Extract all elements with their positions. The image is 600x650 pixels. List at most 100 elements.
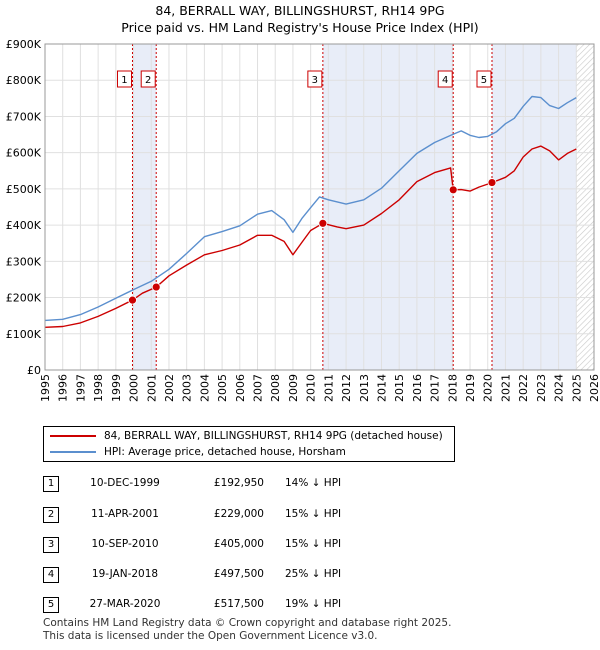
sale-label: 2	[140, 70, 156, 88]
legend-swatch-property	[50, 435, 96, 437]
legend-label-hpi: HPI: Average price, detached house, Hors…	[104, 446, 346, 458]
transaction-price: £405,000	[213, 538, 264, 550]
legend-item-property: 84, BERRALL WAY, BILLINGSHURST, RH14 9PG…	[44, 428, 443, 444]
x-tick-label: 2002	[163, 374, 176, 402]
x-tick-label: 2014	[375, 374, 388, 402]
y-tick-label: £800K	[6, 74, 42, 87]
sale-point	[128, 295, 137, 305]
y-tick-label: £100K	[6, 328, 42, 341]
x-tick-label: 2021	[499, 374, 512, 402]
transaction-hpi: 14% ↓ HPI	[285, 477, 342, 489]
sale-label-text: 1	[121, 75, 127, 86]
x-tick-label: 2004	[198, 374, 211, 402]
legend-item-hpi: HPI: Average price, detached house, Hors…	[44, 444, 346, 460]
sale-label-text: 4	[442, 75, 448, 86]
transaction-row: 3 10-SEP-2010 £405,000 15% ↓ HPI	[0, 537, 600, 555]
footer-copyright: Contains HM Land Registry data © Crown c…	[43, 617, 452, 629]
sale-label-box	[437, 70, 453, 88]
y-tick-label: £500K	[6, 183, 42, 196]
x-tick-label: 2005	[216, 374, 229, 402]
transaction-price: £517,500	[213, 598, 264, 610]
ownership-shade	[491, 44, 577, 370]
transaction-number: 4	[43, 567, 59, 583]
sale-point	[448, 185, 458, 195]
x-tick-label: 2024	[553, 374, 566, 402]
transaction-number: 3	[43, 537, 59, 553]
sale-label: 5	[476, 70, 492, 88]
x-tick-label: 2026	[588, 374, 600, 402]
x-tick-label: 2022	[517, 374, 530, 402]
sale-label: 1	[116, 70, 132, 88]
transaction-number: 5	[43, 597, 59, 613]
price-chart: 1 2 3 4 5 £0 £100K £200K £300K £400K £500K £600K £70…	[6, 38, 600, 402]
hpi-line	[44, 95, 577, 322]
y-tick-label: £0	[27, 364, 41, 377]
y-tick-label: £300K	[6, 255, 42, 268]
transaction-date: 10-DEC-1999	[90, 477, 160, 489]
x-tick-label: 1996	[57, 374, 70, 402]
y-tick-label: £600K	[6, 147, 42, 160]
future-region	[576, 44, 594, 370]
x-tick-label: 1998	[92, 374, 105, 402]
transaction-date: 10-SEP-2010	[91, 538, 159, 550]
x-tick-label: 2013	[358, 374, 371, 402]
transaction-hpi: 19% ↓ HPI	[285, 598, 342, 610]
sale-label-box	[307, 70, 323, 88]
sale-label-box	[476, 70, 492, 88]
transaction-price: £229,000	[213, 508, 264, 520]
legend: 84, BERRALL WAY, BILLINGSHURST, RH14 9PG…	[43, 426, 455, 462]
x-tick-label: 2001	[145, 374, 158, 402]
transaction-row: 5 27-MAR-2020 £517,500 19% ↓ HPI	[0, 597, 600, 615]
ownership-shade	[322, 44, 454, 370]
ownership-shade	[132, 44, 157, 370]
x-tick-label: 2023	[535, 374, 548, 402]
chart-title: 84, BERRALL WAY, BILLINGSHURST, RH14 9PG	[155, 3, 445, 18]
transaction-price: £192,950	[213, 477, 264, 489]
legend-swatch-hpi	[50, 451, 96, 453]
transaction-hpi: 15% ↓ HPI	[285, 508, 342, 520]
x-tick-label: 2020	[482, 374, 495, 402]
x-tick-label: 2003	[181, 374, 194, 402]
x-tick-label: 2007	[252, 374, 265, 402]
transaction-date: 11-APR-2001	[91, 508, 159, 520]
footer-licence: This data is licensed under the Open Gov…	[43, 630, 378, 642]
x-tick-label: 2019	[464, 374, 477, 402]
x-tick-label: 2018	[446, 374, 459, 402]
x-tick-label: 2010	[305, 374, 318, 402]
y-tick-label: £900K	[6, 38, 42, 51]
x-tick-label: 2009	[287, 374, 300, 402]
chart-subtitle: Price paid vs. HM Land Registry's House …	[121, 20, 479, 35]
transaction-row: 2 11-APR-2001 £229,000 15% ↓ HPI	[0, 507, 600, 525]
sale-label: 4	[437, 70, 453, 88]
x-tick-label: 2011	[322, 374, 335, 402]
sale-point	[318, 218, 328, 228]
x-tick-label: 2008	[269, 374, 282, 402]
y-tick-label: £400K	[6, 219, 42, 232]
x-tick-label: 2016	[411, 374, 424, 402]
x-tick-label: 2015	[393, 374, 406, 402]
x-tick-label: 2006	[234, 374, 247, 402]
sale-label-text: 2	[145, 75, 151, 86]
transaction-date: 19-JAN-2018	[91, 568, 159, 580]
y-tick-label: £700K	[6, 110, 42, 123]
transaction-row: 1 10-DEC-1999 £192,950 14% ↓ HPI	[0, 476, 600, 494]
x-tick-label: 1995	[39, 374, 52, 402]
transaction-hpi: 15% ↓ HPI	[285, 538, 342, 550]
sale-label-box	[116, 70, 132, 88]
sale-point	[151, 282, 161, 292]
transaction-hpi: 25% ↓ HPI	[285, 568, 342, 580]
sale-label-box	[140, 70, 156, 88]
legend-label-property: 84, BERRALL WAY, BILLINGSHURST, RH14 9PG…	[104, 430, 443, 442]
sale-label-text: 5	[481, 75, 487, 86]
sale-label-text: 3	[312, 75, 318, 86]
x-tick-label: 2000	[128, 374, 141, 402]
transaction-number: 2	[43, 507, 59, 523]
y-tick-label: £200K	[6, 292, 42, 305]
x-tick-label: 2012	[340, 374, 353, 402]
transaction-date: 27-MAR-2020	[89, 598, 161, 610]
x-tick-label: 2017	[429, 374, 442, 402]
transaction-price: £497,500	[213, 568, 264, 580]
x-tick-label: 2025	[570, 374, 583, 402]
sale-point	[487, 178, 497, 187]
transaction-number: 1	[43, 476, 59, 492]
